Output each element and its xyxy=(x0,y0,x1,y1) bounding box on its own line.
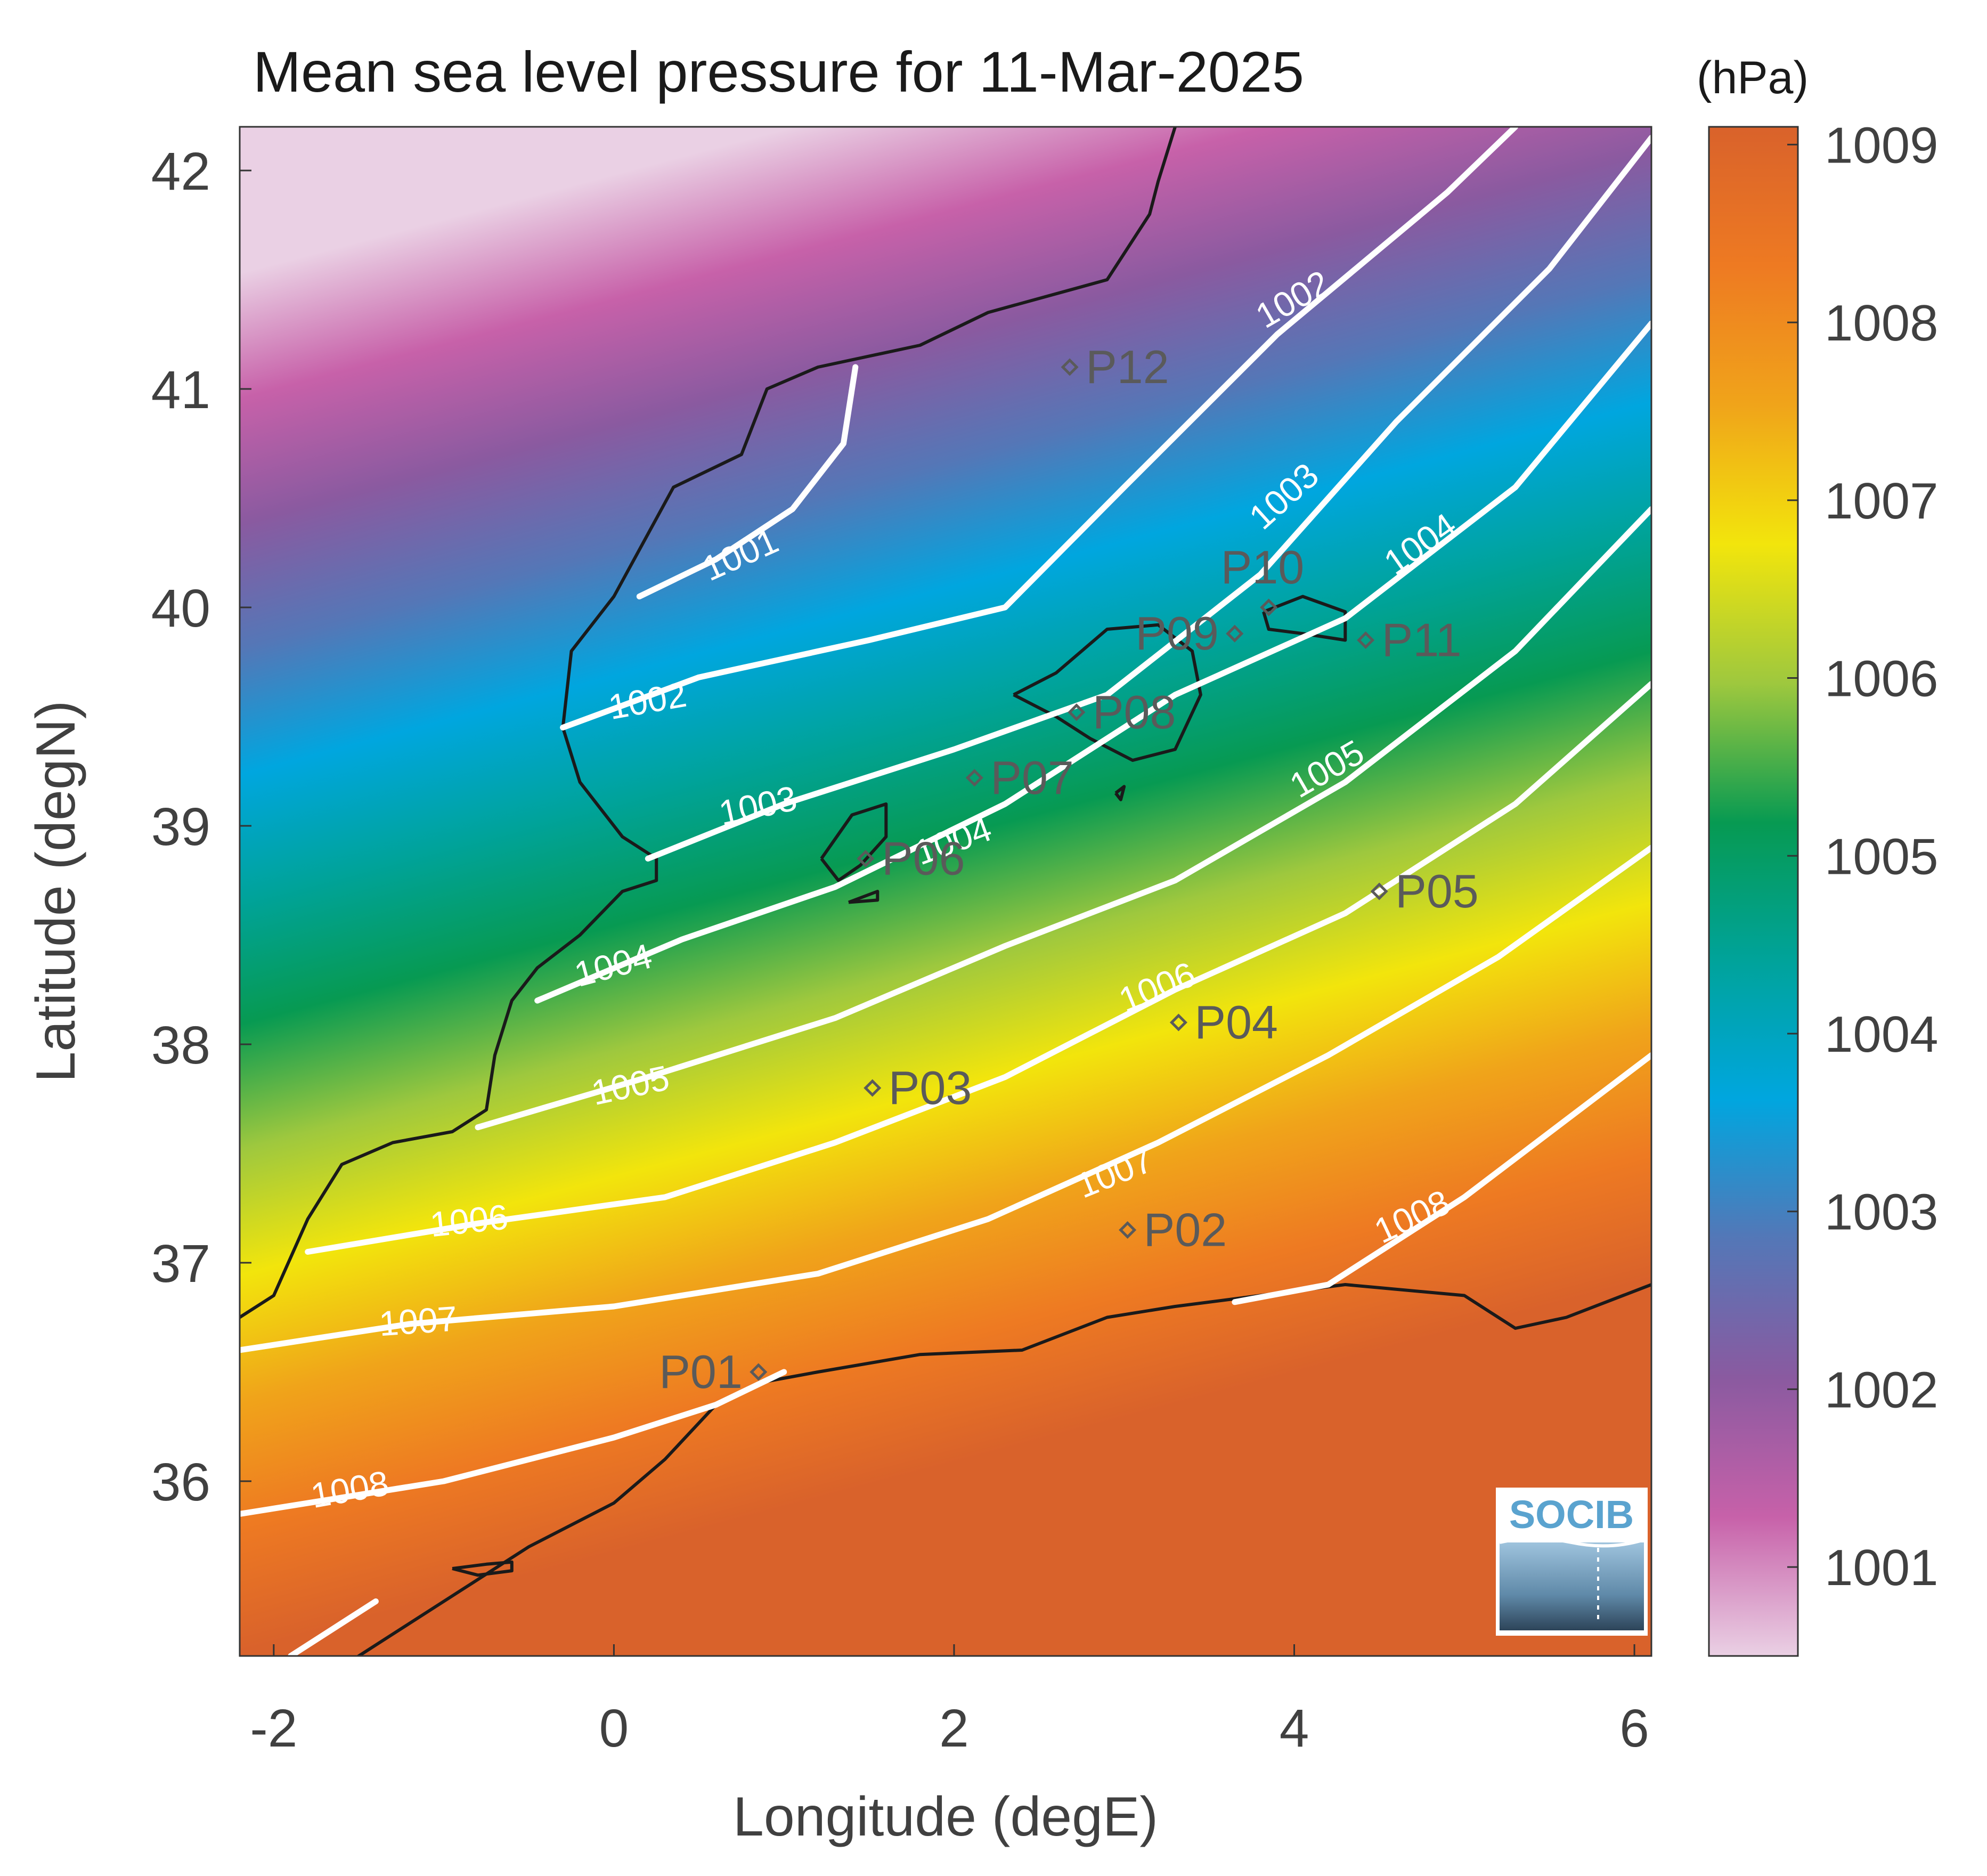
station-label-P07: P07 xyxy=(990,751,1074,804)
coastline-layer xyxy=(240,127,1651,1656)
x-tick-label: 0 xyxy=(599,1699,629,1758)
colorbar-tick-label: 1004 xyxy=(1825,1006,1939,1063)
station-marker-P09 xyxy=(1226,624,1244,643)
isobar-1005 xyxy=(475,506,1651,1131)
isobar-1008 xyxy=(1232,1052,1651,1305)
station-label-P03: P03 xyxy=(889,1061,972,1114)
isobar-1008 xyxy=(288,1598,379,1656)
coastline-africa_islet xyxy=(452,1560,514,1577)
station-label-P12: P12 xyxy=(1086,340,1169,393)
isobar-1006 xyxy=(305,681,1651,1255)
coastline-mallorca xyxy=(1013,623,1202,762)
coastline-iberia xyxy=(240,127,1177,1319)
isobar-1008 xyxy=(240,1369,787,1517)
station-label-P01: P01 xyxy=(659,1345,743,1398)
station-label-P10: P10 xyxy=(1221,541,1305,594)
y-tick-label: 41 xyxy=(151,360,210,420)
colorbar-tick-label: 1006 xyxy=(1825,651,1939,708)
station-marker-P10 xyxy=(1260,598,1278,616)
station-marker-P03 xyxy=(864,1079,882,1097)
x-tick-label: 2 xyxy=(939,1699,969,1758)
colorbar-tick-label: 1005 xyxy=(1825,828,1939,885)
coastline-menorca xyxy=(1262,595,1347,642)
colorbar-bar xyxy=(1708,126,1799,1657)
station-label-P08: P08 xyxy=(1093,686,1176,738)
map-frame xyxy=(239,126,1652,1657)
station-marker-P05 xyxy=(1370,882,1388,900)
y-tick-label: 42 xyxy=(151,142,210,201)
station-marker-P04 xyxy=(1169,1013,1187,1032)
x-axis-label: Longitude (degE) xyxy=(733,1786,1158,1848)
station-marker-P01 xyxy=(750,1363,768,1381)
colorbar-unit: (hPa) xyxy=(1697,52,1809,103)
colorbar-tick-label: 1007 xyxy=(1825,473,1939,530)
y-axis-ticks: 36 37 38 39 40 41 42 xyxy=(151,142,251,1512)
socib-logo-wave xyxy=(1499,1537,1644,1548)
map-panel: 1001100210021003100310041004100410051005… xyxy=(240,127,1651,1656)
colorbar: 1001 1002 1003 1004 1005 1006 1007 1008 1009 (hP… xyxy=(1697,52,1939,1657)
colorbar-tick-label: 1001 xyxy=(1825,1539,1939,1596)
socib-logo-text: SOCIB xyxy=(1509,1492,1634,1537)
pressure-field xyxy=(240,127,1651,1656)
isobar-1001 xyxy=(636,364,859,599)
station-marker-P07 xyxy=(965,769,983,787)
colorbar-tick-label: 1002 xyxy=(1825,1361,1939,1418)
station-label-P11: P11 xyxy=(1382,614,1462,667)
isobar-1002 xyxy=(560,127,1519,730)
colorbar-tick-label: 1009 xyxy=(1825,117,1939,174)
socib-logo-sea xyxy=(1500,1542,1644,1630)
x-tick-label: -2 xyxy=(250,1699,297,1758)
x-axis-ticks: -2 0 2 4 6 xyxy=(250,1644,1649,1758)
coastline-africa xyxy=(355,1283,1651,1656)
station-marker-P02 xyxy=(1119,1221,1137,1239)
isobar-label-1007: 1007 xyxy=(378,1298,459,1343)
socib-logo: SOCIB xyxy=(1496,1488,1648,1636)
y-tick-label: 38 xyxy=(151,1016,210,1075)
station-label-P02: P02 xyxy=(1144,1204,1227,1256)
coastline-ibiza xyxy=(820,802,888,882)
coastline-formentera xyxy=(848,890,880,904)
isobar-label-1006: 1006 xyxy=(428,1197,510,1244)
station-marker-P11 xyxy=(1357,631,1375,649)
station-marker-P08 xyxy=(1068,703,1086,721)
colorbar-ticks: 1001 1002 1003 1004 1005 1006 1007 1008 1009 xyxy=(1787,117,1939,1596)
isobar-1003 xyxy=(645,135,1651,862)
colorbar-tick-label: 1008 xyxy=(1825,295,1939,352)
isobar-1004 xyxy=(534,320,1651,1004)
colorbar-tick-label: 1003 xyxy=(1825,1184,1939,1241)
station-marker-P06 xyxy=(857,849,875,868)
station-marker-P12 xyxy=(1061,358,1079,376)
station-label-P09: P09 xyxy=(1135,607,1219,660)
station-label-P06: P06 xyxy=(882,832,965,885)
coastline-cabrera xyxy=(1114,785,1126,801)
y-tick-label: 40 xyxy=(151,579,210,638)
chart-title: Mean sea level pressure for 11-Mar-2025 xyxy=(253,39,1304,104)
x-tick-label: 4 xyxy=(1280,1699,1309,1758)
station-label-P04: P04 xyxy=(1194,996,1278,1049)
isobar-1007 xyxy=(240,844,1651,1353)
y-axis-label: Latitude (degN) xyxy=(25,701,87,1083)
y-tick-label: 36 xyxy=(151,1452,210,1512)
x-tick-label: 6 xyxy=(1619,1699,1649,1758)
y-tick-label: 37 xyxy=(151,1234,210,1294)
station-label-P05: P05 xyxy=(1395,865,1479,917)
y-tick-label: 39 xyxy=(151,797,210,857)
